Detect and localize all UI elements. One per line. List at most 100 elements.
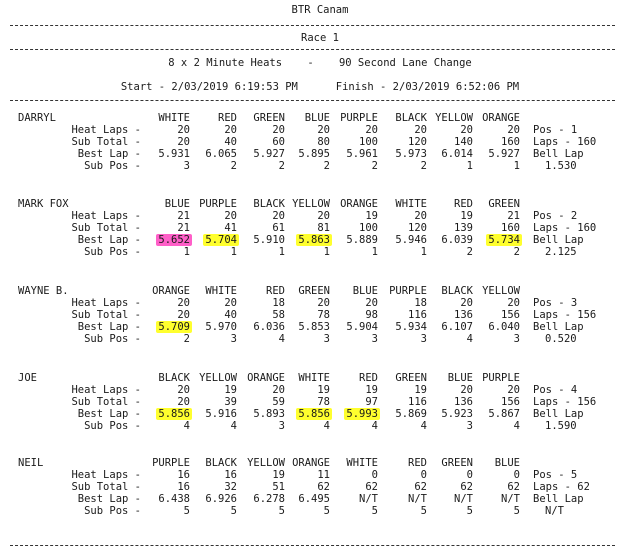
heat-laps-value: 20 (365, 297, 378, 309)
best-lap-value: 6.039 (441, 234, 473, 246)
sub-pos-cell: 5 (379, 505, 427, 517)
sub-total-value: 116 (408, 396, 427, 408)
heat-laps-value: 18 (414, 297, 427, 309)
heat-laps-cell: 16 (189, 469, 237, 481)
sub-pos-value: 3 (323, 333, 330, 345)
sub-pos-value: 2 (323, 160, 330, 172)
row-label: Sub Pos - (84, 246, 141, 258)
heat-laps-value: 19 (272, 469, 285, 481)
best-lap-cell: N/T (379, 493, 427, 505)
heat-laps-cell: 20 (472, 124, 520, 136)
heat-laps-value: 20 (414, 124, 427, 136)
best-lap-cell: 5.910 (237, 234, 285, 246)
sub-pos-cell: 4 (330, 420, 378, 432)
heat-laps-value: 20 (272, 124, 285, 136)
highlighted-best-lap: 5.709 (156, 321, 192, 333)
sub-total-value: 20 (177, 396, 190, 408)
sub-total-cell: 62 (330, 481, 378, 493)
sub-pos-cell: 3 (142, 160, 190, 172)
heat-laps-value: 19 (365, 384, 378, 396)
sub-total-value: 97 (365, 396, 378, 408)
sub-total-cell: 100 (330, 222, 378, 234)
row-label: Sub Total - (71, 136, 141, 148)
heat-laps-cell: 20 (425, 297, 473, 309)
sub-total-value: 62 (507, 481, 520, 493)
heat-laps-cell: 20 (472, 297, 520, 309)
sub-total-value: 40 (224, 309, 237, 321)
sub-pos-value: 5 (183, 505, 190, 517)
sub-pos-value: 1 (278, 246, 285, 258)
report-title: BTR Canam (291, 4, 349, 16)
sub-total-value: 58 (272, 309, 285, 321)
heat-laps-cell: 20 (189, 124, 237, 136)
sub-pos-cell: 1 (379, 246, 427, 258)
heat-laps-cell: 19 (237, 469, 285, 481)
sub-pos-value: 1 (466, 160, 473, 172)
heat-laps-value: 20 (177, 297, 190, 309)
best-lap-cell: 6.107 (425, 321, 473, 333)
row-label: Heat Laps - (71, 210, 141, 222)
summary-item: Laps - 156 (533, 396, 597, 408)
best-lap-cell: 5.927 (237, 148, 285, 160)
best-lap-value: 5.904 (346, 321, 378, 333)
best-lap-cell: 5.856 (142, 408, 192, 420)
sub-pos-value: 2 (230, 160, 237, 172)
sub-pos-cell: 5 (237, 505, 285, 517)
heat-laps-value: 16 (224, 469, 237, 481)
highlighted-best-lap: 5.734 (486, 234, 522, 246)
sub-pos-value: 4 (323, 420, 330, 432)
sub-total-cell: 20 (142, 396, 190, 408)
best-lap-cell: 5.970 (189, 321, 237, 333)
heat-laps-cell: 20 (282, 210, 330, 222)
row-label: Sub Total - (71, 481, 141, 493)
best-lap-cell: N/T (425, 493, 473, 505)
sub-pos-cell: 5 (282, 505, 330, 517)
sub-total-value: 100 (359, 222, 378, 234)
heat-laps-value: 20 (507, 297, 520, 309)
heat-laps-cell: 20 (237, 210, 285, 222)
best-lap-cell: 5.923 (425, 408, 473, 420)
lane-header: WHITE (298, 372, 330, 384)
sub-pos-value: 5 (420, 505, 427, 517)
driver-block: WAYNE B. ORANGE WHITE RED GREEN BLUE PURPLE BLA… (0, 285, 640, 365)
lane-header: GREEN (298, 285, 330, 297)
best-lap-cell: 5.904 (330, 321, 378, 333)
sub-total-cell: 62 (425, 481, 473, 493)
sub-total-value: 16 (177, 481, 190, 493)
highlighted-best-lap: 5.863 (296, 234, 332, 246)
sub-total-value: 100 (359, 136, 378, 148)
heat-laps-value: 20 (177, 384, 190, 396)
lane-header: BLACK (441, 285, 473, 297)
row-label: Sub Pos - (84, 160, 141, 172)
summary-item: Laps - 156 (533, 309, 597, 321)
heat-laps-value: 18 (272, 297, 285, 309)
heat-laps-cell: 21 (472, 210, 520, 222)
lane-header: PURPLE (340, 112, 378, 124)
sub-pos-cell: 2 (282, 160, 330, 172)
sub-pos-cell: 3 (472, 333, 520, 345)
sub-total-value: 78 (317, 309, 330, 321)
sub-pos-value: 3 (230, 333, 237, 345)
sub-total-cell: 40 (189, 136, 237, 148)
heat-laps-value: 19 (317, 384, 330, 396)
best-lap-value: 5.973 (395, 148, 427, 160)
best-lap-cell: 5.973 (379, 148, 427, 160)
sub-pos-cell: 4 (425, 333, 473, 345)
best-lap-cell: 5.652 (142, 234, 192, 246)
heat-laps-value: 20 (414, 210, 427, 222)
sub-pos-cell: 2 (379, 160, 427, 172)
row-label: Sub Pos - (84, 505, 141, 517)
sub-total-cell: 81 (282, 222, 330, 234)
best-lap-cell: 6.438 (142, 493, 190, 505)
summary-item: Laps - 62 (533, 481, 590, 493)
summary-item: 0.520 (545, 333, 577, 345)
best-lap-value: 6.107 (441, 321, 473, 333)
row-label: Sub Total - (71, 309, 141, 321)
lane-header: BLUE (304, 112, 330, 124)
row-label: Best Lap - (77, 408, 141, 420)
lane-header: ORANGE (247, 372, 285, 384)
sub-pos-value: 4 (513, 420, 520, 432)
lane-header: PURPLE (389, 285, 427, 297)
sub-pos-value: 1 (420, 246, 427, 258)
best-lap-cell: 5.961 (330, 148, 378, 160)
